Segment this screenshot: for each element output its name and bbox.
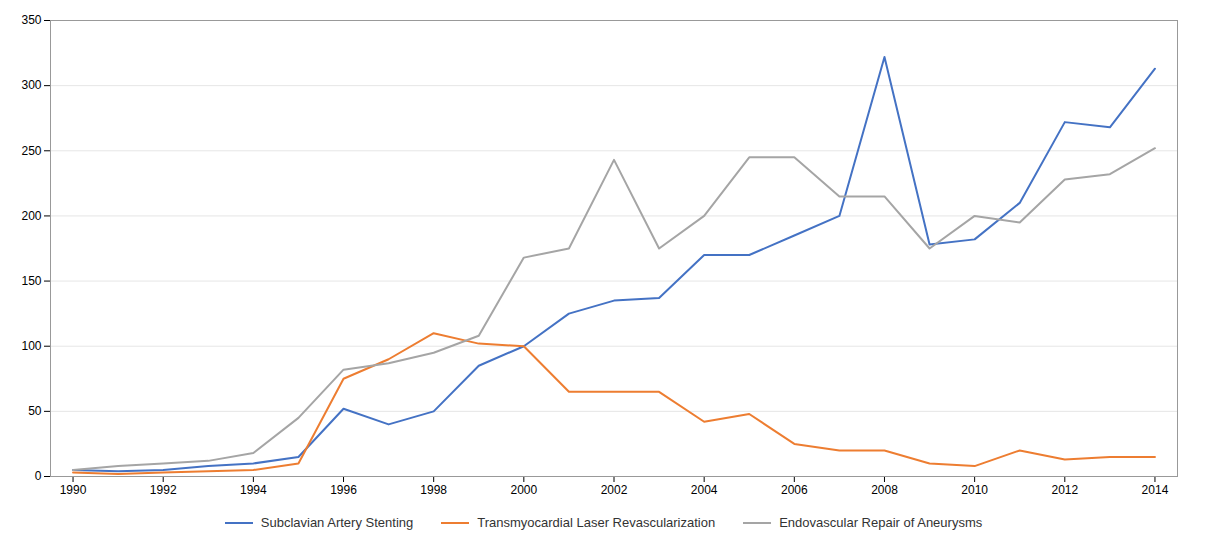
html-text:Subclavian Artery Stenting: Subclavian Artery Stenting [260,515,414,530]
svg-text:1994: 1994 [240,483,267,497]
svg-text:50: 50 [28,404,42,418]
svg-text:2006: 2006 [781,483,808,497]
svg-text:2010: 2010 [961,483,988,497]
svg-text:2004: 2004 [691,483,718,497]
svg-text:2012: 2012 [1051,483,1078,497]
svg-text:2014: 2014 [1142,483,1169,497]
html-text:Endovascular Repair of Aneurys: Endovascular Repair of Aneurysms [779,515,983,530]
svg-text:150: 150 [21,274,41,288]
svg-text:300: 300 [21,78,41,92]
svg-text:1996: 1996 [330,483,357,497]
svg-text:0: 0 [35,469,42,483]
svg-text:250: 250 [21,144,41,158]
svg-text:100: 100 [21,339,41,353]
svg-text:1998: 1998 [420,483,447,497]
svg-text:2002: 2002 [601,483,628,497]
svg-text:1992: 1992 [150,483,177,497]
html-text:Transmyocardial Laser Revascul: Transmyocardial Laser Revascularization [477,515,716,530]
svg-text:2008: 2008 [871,483,898,497]
svg-text:350: 350 [21,13,41,27]
svg-text:1990: 1990 [60,483,87,497]
svg-text:200: 200 [21,209,41,223]
svg-text:2000: 2000 [510,483,537,497]
